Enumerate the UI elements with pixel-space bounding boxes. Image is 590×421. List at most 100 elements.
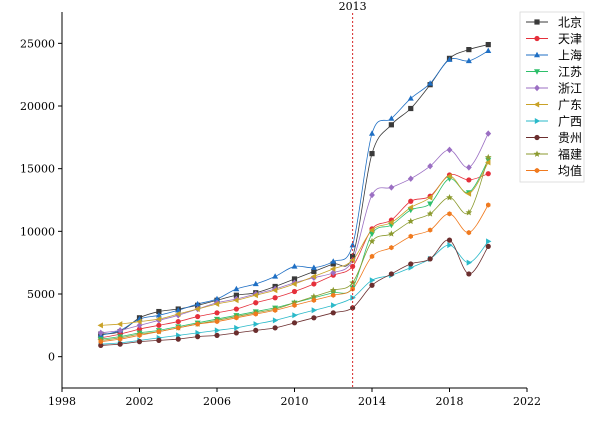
series-10-point-2019	[466, 229, 472, 236]
series-2-point-2003	[156, 322, 162, 328]
series-7-point-2014	[369, 277, 376, 284]
series-2-point-2020	[485, 171, 491, 177]
series-10-point-2010	[292, 302, 297, 308]
series-6-point-2019	[465, 190, 472, 197]
series-8-point-2002	[136, 339, 143, 345]
series-8-point-2019	[466, 271, 472, 277]
legend-marker-7	[534, 118, 541, 124]
series-10-point-2003	[156, 329, 162, 335]
series-2-point-2007	[233, 306, 239, 312]
series-3-point-2010	[291, 263, 298, 269]
series-3-point-2009	[272, 273, 279, 279]
series-8-point-2004	[175, 336, 181, 342]
series-9-point-2012	[329, 286, 337, 294]
series-1-point-2007	[233, 292, 239, 298]
legend-marker-8	[534, 134, 540, 141]
series-5-point-2000	[97, 329, 104, 337]
series-markers	[97, 41, 492, 348]
series-1-point-2013	[350, 253, 356, 259]
legend-label-3: 上海	[558, 48, 582, 63]
series-2-point-2004	[175, 318, 181, 325]
series-7-point-2010	[292, 312, 298, 319]
legend-label-6: 广东	[558, 98, 582, 112]
series-6-point-2016	[407, 204, 413, 211]
series-3-point-2008	[252, 280, 259, 287]
legend-marker-9	[533, 150, 541, 157]
legend-marker-2	[534, 35, 540, 42]
series-1-point-2015	[388, 122, 394, 128]
series-5-point-2020	[485, 130, 492, 137]
series-9-point-2018	[446, 193, 453, 201]
legend-label-1: 北京	[558, 16, 582, 30]
series-8-point-2007	[233, 330, 239, 336]
legend-marker-1	[534, 19, 540, 25]
legend-label-2: 天津	[558, 32, 582, 46]
series-6-point-2013	[349, 257, 355, 264]
x-tick-label-2010: 2010	[281, 395, 309, 408]
series-6-point-2017	[426, 194, 433, 201]
series-6-point-2014	[368, 227, 375, 234]
legend-label-7: 广西	[558, 115, 582, 129]
series-9-point-2011	[310, 293, 318, 300]
series-8-point-2014	[369, 282, 375, 288]
series-6-point-2011	[310, 273, 317, 280]
series-8-point-2010	[291, 320, 298, 326]
series-7-point-2011	[311, 307, 318, 314]
series-6-point-2020	[485, 159, 491, 166]
series-10-point-2004	[176, 325, 181, 331]
series-3-point-2007	[233, 285, 240, 292]
series-10-point-2000	[98, 339, 103, 345]
series-10-point-2011	[311, 297, 317, 303]
series-6-point-2003	[155, 316, 162, 323]
series-8-point-2003	[156, 337, 162, 343]
series-2-point-2011	[311, 281, 317, 287]
legend-marker-4	[534, 69, 540, 75]
series-8-point-2016	[408, 261, 414, 267]
series-8-point-2001	[117, 341, 123, 347]
series-5-point-2019	[465, 164, 472, 171]
x-tick-label-1998: 1998	[48, 395, 76, 408]
series-8-point-2005	[195, 334, 201, 340]
series-6-point-2010	[291, 280, 297, 287]
y-tick-label-5000: 5000	[27, 288, 55, 301]
legend-label-10: 均值	[558, 163, 582, 178]
series-6-point-2004	[175, 311, 181, 318]
series-3-point-2014	[369, 130, 375, 136]
series-7-point-2018	[447, 242, 453, 249]
series-10-point-2013	[350, 286, 355, 292]
series-3-point-2020	[485, 47, 492, 54]
legend-marker-6	[533, 101, 540, 108]
x-tick-label-2018: 2018	[436, 395, 464, 408]
series-5-point-2018	[446, 146, 453, 154]
series-6-point-2000	[97, 322, 103, 329]
series-2-point-2002	[136, 326, 143, 332]
annotation-label-2013: 2013	[339, 0, 367, 13]
series-7-point-2006	[214, 327, 221, 334]
series-1-point-2019	[466, 47, 472, 53]
series-2-point-2019	[466, 177, 472, 183]
series-8-point-2000	[98, 342, 104, 348]
x-tick-label-2002: 2002	[126, 395, 154, 408]
series-3-point-2015	[388, 115, 395, 121]
series-3-point-2019	[465, 57, 472, 64]
series-8-point-2013	[350, 305, 356, 311]
series-2-point-2010	[291, 288, 298, 295]
legend-marker-5	[534, 84, 540, 92]
series-5-point-2014	[369, 191, 375, 199]
y-tick-label-25000: 25000	[20, 37, 55, 50]
series-9-point-2020	[484, 153, 492, 161]
legend-label-8: 贵州	[558, 131, 582, 145]
series-10-point-2006	[214, 318, 220, 325]
series-9-point-2015	[388, 230, 395, 237]
legend-marker-10	[534, 167, 540, 174]
y-tick-label-10000: 10000	[20, 225, 55, 238]
series-1-point-2012	[330, 261, 336, 267]
series-8-point-2020	[485, 243, 491, 249]
series-3-point-2017	[427, 80, 434, 86]
series-1-point-2010	[291, 276, 298, 282]
series-9-point-2016	[407, 217, 415, 225]
series-3-point-2012	[330, 258, 337, 264]
series-6-point-2018	[446, 173, 452, 180]
series-2-point-2008	[253, 300, 259, 306]
